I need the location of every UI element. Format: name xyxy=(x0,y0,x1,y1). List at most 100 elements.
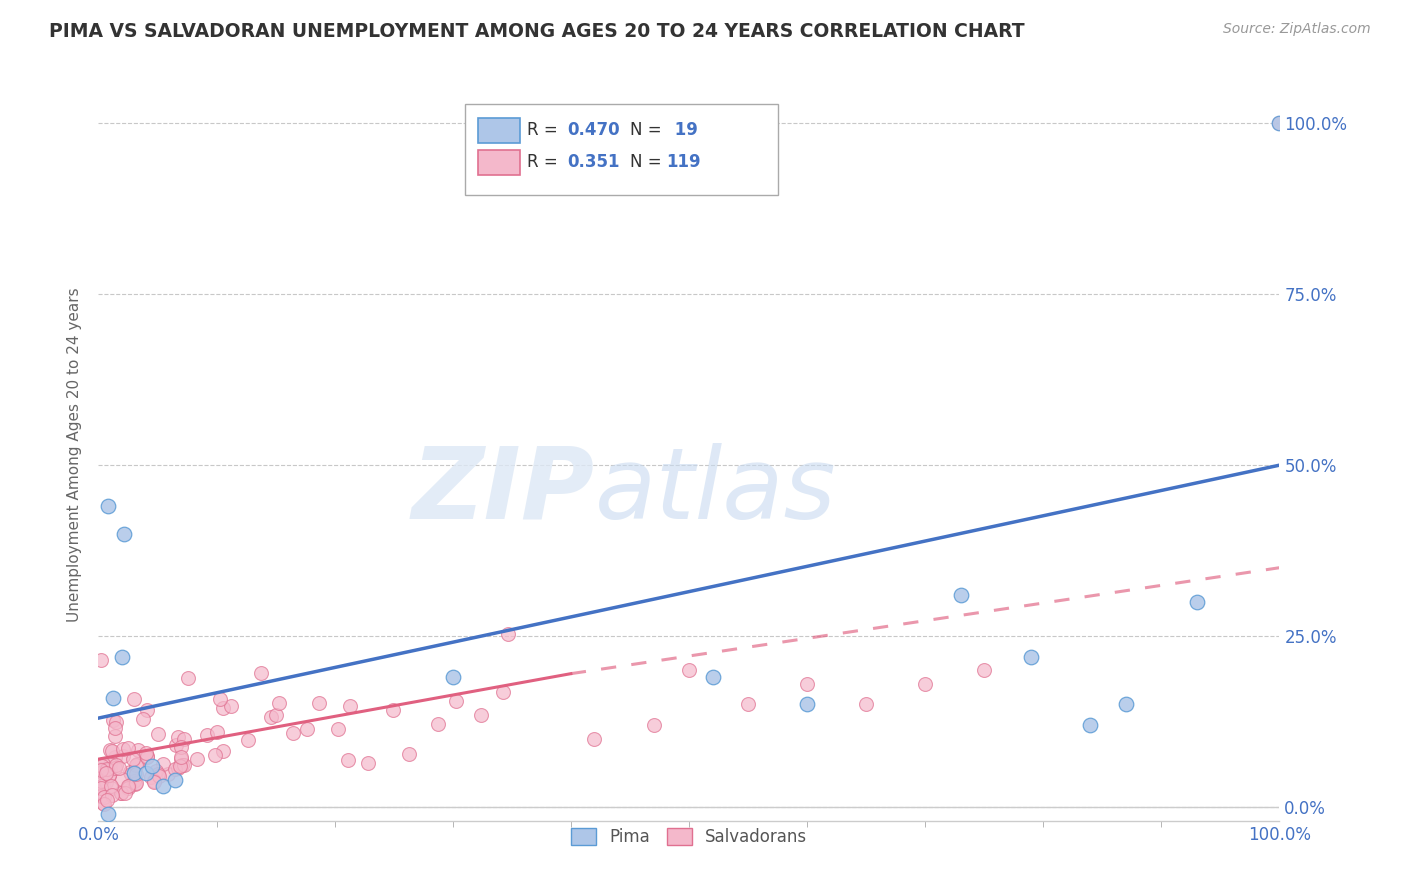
Point xyxy=(297,722,319,736)
Point xyxy=(1185,595,1208,609)
Point xyxy=(125,757,148,772)
Point xyxy=(170,757,193,772)
Point xyxy=(100,779,122,793)
Point xyxy=(260,709,283,723)
Point xyxy=(973,663,995,677)
Point xyxy=(441,670,464,684)
Point xyxy=(163,762,186,776)
Point xyxy=(101,690,124,705)
Point xyxy=(114,786,136,800)
Y-axis label: Unemployment Among Ages 20 to 24 years: Unemployment Among Ages 20 to 24 years xyxy=(66,287,82,623)
Point xyxy=(125,776,148,790)
Point xyxy=(112,526,135,541)
Point xyxy=(148,767,170,781)
Point xyxy=(96,793,118,807)
Point xyxy=(146,727,169,741)
Point xyxy=(1021,649,1043,664)
FancyBboxPatch shape xyxy=(464,103,778,195)
Point xyxy=(186,752,208,766)
FancyBboxPatch shape xyxy=(478,118,520,143)
Point xyxy=(135,703,157,717)
Text: R =: R = xyxy=(527,153,568,171)
Point xyxy=(139,770,162,784)
Point xyxy=(96,765,118,780)
Point xyxy=(118,764,141,779)
Point xyxy=(120,766,142,780)
Point xyxy=(169,759,191,773)
Point xyxy=(136,749,159,764)
Point xyxy=(90,763,112,777)
Point xyxy=(135,765,157,780)
Point xyxy=(104,758,127,772)
Text: 19: 19 xyxy=(669,121,697,139)
Point xyxy=(96,763,118,777)
Point xyxy=(110,786,132,800)
Point xyxy=(281,726,304,740)
Point xyxy=(914,677,936,691)
Point xyxy=(125,757,148,772)
Point xyxy=(121,752,143,766)
Point xyxy=(737,698,759,712)
Point xyxy=(145,764,167,779)
Point xyxy=(90,773,112,788)
Point xyxy=(98,763,121,777)
Point xyxy=(111,649,134,664)
Point xyxy=(108,761,131,775)
Point xyxy=(101,713,124,727)
Text: 0.470: 0.470 xyxy=(567,121,620,139)
Point xyxy=(167,761,190,775)
Point xyxy=(336,753,359,767)
Point xyxy=(117,780,139,795)
Point xyxy=(173,731,195,746)
Point xyxy=(177,671,200,685)
Point xyxy=(90,653,112,667)
Point xyxy=(1115,698,1137,712)
Text: N =: N = xyxy=(630,153,666,171)
Point xyxy=(98,768,121,782)
Point xyxy=(124,777,146,791)
Point xyxy=(94,774,117,789)
Point xyxy=(91,796,114,810)
Point xyxy=(97,499,120,513)
Point xyxy=(100,789,122,803)
Point xyxy=(142,774,165,789)
Point xyxy=(170,750,193,764)
FancyBboxPatch shape xyxy=(478,150,520,175)
Point xyxy=(141,759,163,773)
Point xyxy=(470,707,492,722)
Point xyxy=(204,748,226,763)
Point xyxy=(678,663,700,677)
Point xyxy=(326,722,349,736)
Point xyxy=(398,747,420,762)
Text: Source: ZipAtlas.com: Source: ZipAtlas.com xyxy=(1223,22,1371,37)
Point xyxy=(101,744,124,758)
Point xyxy=(195,728,218,742)
Point xyxy=(796,698,818,712)
Point xyxy=(96,762,118,776)
Point xyxy=(427,716,450,731)
Point xyxy=(143,773,166,788)
Point xyxy=(1080,718,1102,732)
Point xyxy=(98,757,121,772)
Text: 119: 119 xyxy=(666,153,702,171)
Point xyxy=(165,738,187,752)
Point xyxy=(90,780,112,795)
Point xyxy=(166,731,188,745)
Text: N =: N = xyxy=(630,121,666,139)
Point xyxy=(104,761,127,775)
Point xyxy=(165,772,187,787)
Point xyxy=(91,756,114,771)
Point xyxy=(148,769,170,783)
Point xyxy=(111,772,134,786)
Point xyxy=(250,666,273,681)
Text: R =: R = xyxy=(527,121,564,139)
Point xyxy=(212,743,235,757)
Point xyxy=(219,699,242,714)
Point xyxy=(100,780,122,795)
Point xyxy=(1268,116,1291,130)
Point xyxy=(212,700,235,714)
Point xyxy=(98,768,121,782)
Text: 0.351: 0.351 xyxy=(567,153,620,171)
Point xyxy=(90,789,112,804)
Point xyxy=(117,740,139,755)
